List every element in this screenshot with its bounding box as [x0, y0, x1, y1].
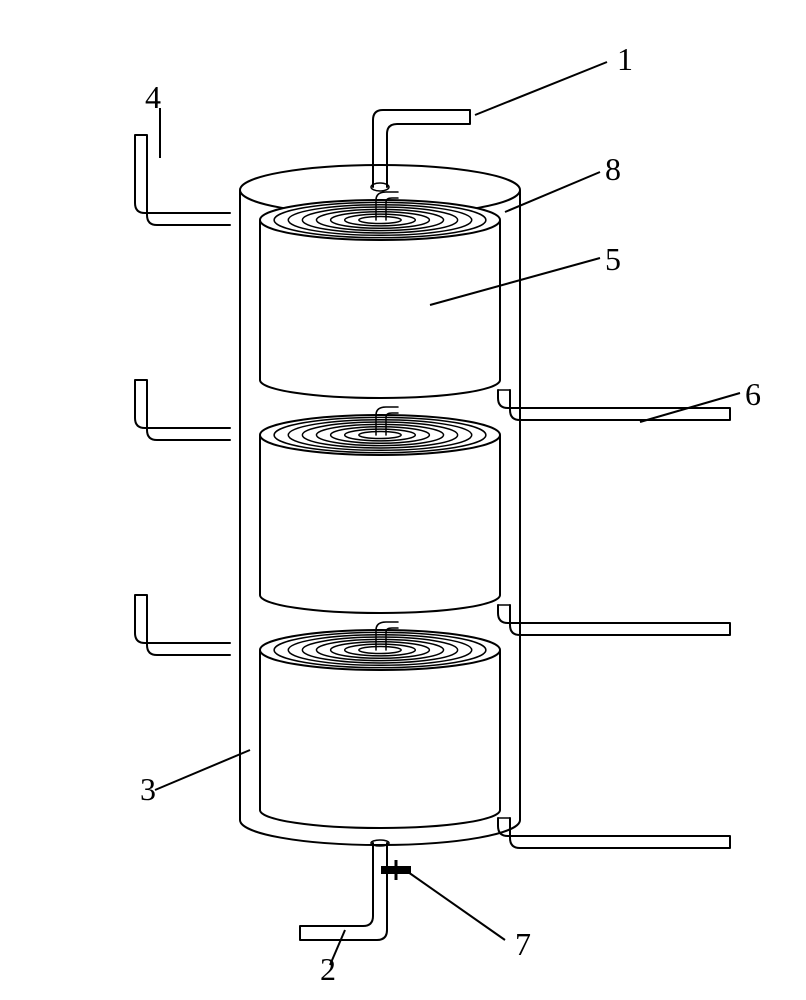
inlet-pipe	[135, 380, 230, 440]
label-7: 7	[515, 926, 531, 962]
leader-line	[155, 750, 250, 790]
label-4: 4	[145, 79, 161, 115]
inlet-pipe	[135, 595, 230, 655]
coil	[260, 622, 500, 828]
leader-line	[408, 872, 505, 940]
bottom-outlet-pipe	[300, 843, 387, 940]
label-5: 5	[605, 241, 621, 277]
outlet-pipe	[498, 818, 730, 848]
label-2: 2	[320, 951, 336, 987]
coil	[260, 407, 500, 613]
diagram-canvas: 1 4 8 5 6 3 7 2	[0, 0, 806, 1000]
label-1: 1	[617, 41, 633, 77]
outlet-pipe	[498, 605, 730, 635]
label-3: 3	[140, 771, 156, 807]
label-6: 6	[745, 376, 761, 412]
inlet-pipe	[135, 135, 230, 225]
leader-line	[475, 62, 607, 115]
label-8: 8	[605, 151, 621, 187]
